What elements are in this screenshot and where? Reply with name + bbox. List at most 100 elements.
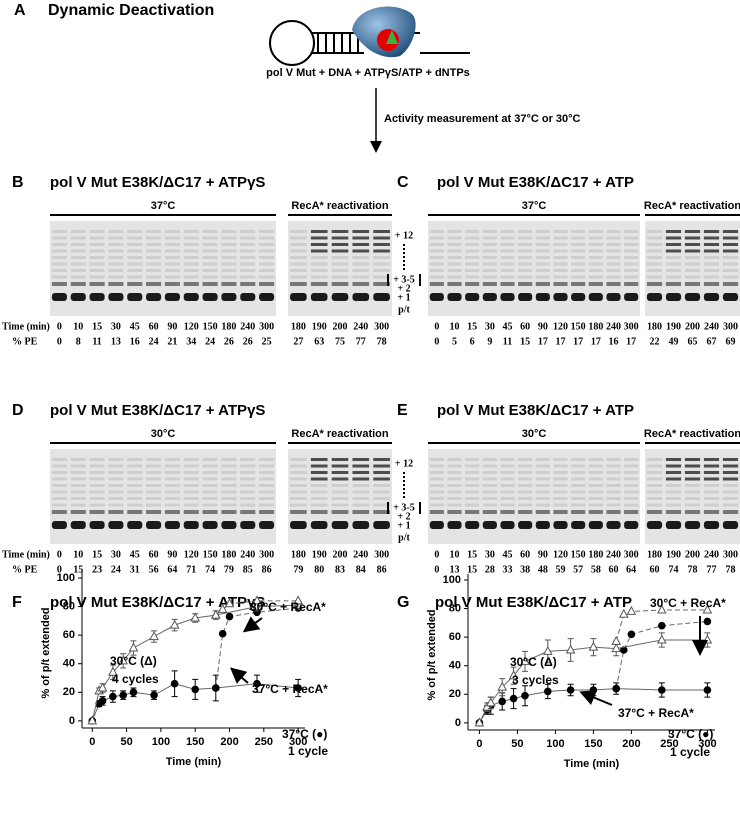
time-value: 60 <box>520 321 530 332</box>
gel-band <box>482 230 497 233</box>
gel-band <box>183 521 199 529</box>
annotation: 30°C (Δ) <box>110 654 157 668</box>
data-point <box>170 679 179 688</box>
gel-band <box>447 471 462 474</box>
gel-band <box>553 269 568 272</box>
gel-band <box>221 521 237 529</box>
gel-band <box>310 510 328 514</box>
time-value: 30 <box>485 549 495 560</box>
time-value: 90 <box>538 321 548 332</box>
gel-band <box>70 484 86 487</box>
gel-band <box>290 269 307 272</box>
data-point <box>128 642 139 652</box>
gel-band <box>373 477 390 481</box>
gel-band <box>465 293 480 301</box>
pe-value: 15 <box>467 564 477 575</box>
gel-band <box>703 521 720 529</box>
data-point <box>658 686 666 694</box>
x-tick-label: 50 <box>511 738 523 750</box>
data-point <box>190 612 201 622</box>
pe-value: 71 <box>186 564 196 575</box>
band-label: + 1 <box>397 520 410 531</box>
gel-band <box>89 464 105 468</box>
panel-label: G <box>397 594 409 611</box>
data-point <box>191 685 200 694</box>
gel-band <box>465 503 480 507</box>
gel-band <box>429 521 444 529</box>
annotation: 1 cycle <box>670 745 710 759</box>
gel-band <box>624 249 639 253</box>
gel-band <box>51 230 67 233</box>
gel-band <box>290 521 307 529</box>
gel-band <box>624 293 639 301</box>
gel-band <box>183 249 199 253</box>
data-point <box>566 686 575 694</box>
gel-band <box>553 230 568 233</box>
x-tick-label: 0 <box>476 738 482 750</box>
gel-band <box>89 236 105 240</box>
gel-band <box>240 497 256 500</box>
gel-band <box>482 484 497 487</box>
gel-band <box>183 230 199 233</box>
time-value: 180 <box>221 321 236 332</box>
gel-band <box>482 497 497 500</box>
gel-band <box>89 249 105 253</box>
gel-band <box>588 275 603 279</box>
gel-band <box>108 275 124 279</box>
gel-band <box>665 521 682 529</box>
gel-band <box>588 521 603 529</box>
gel-band <box>70 293 86 301</box>
data-point <box>508 670 519 680</box>
annotation: 30°C + RecA* <box>650 596 726 610</box>
gel-band <box>684 230 701 233</box>
gel-band <box>646 471 663 474</box>
gel-band <box>535 510 550 514</box>
gel-band <box>146 282 162 286</box>
gel-band <box>606 510 621 514</box>
gel-band <box>164 230 180 233</box>
gel-band <box>183 471 199 474</box>
gel-band <box>108 293 124 301</box>
gel-band <box>290 293 307 301</box>
gel-band <box>535 282 550 286</box>
gel-band <box>183 236 199 240</box>
time-value: 0 <box>434 549 439 560</box>
gel-band <box>553 243 568 246</box>
gel-band <box>240 249 256 253</box>
time-value: 60 <box>520 549 530 560</box>
gel-band <box>310 230 328 233</box>
gel-band <box>89 521 105 529</box>
data-point <box>612 684 620 693</box>
gel-band <box>722 275 739 279</box>
gel-band <box>482 510 497 514</box>
gel-band <box>89 256 105 259</box>
gel-band <box>146 236 162 240</box>
pe-value: 27 <box>293 336 303 347</box>
gel-band <box>352 497 370 500</box>
gel-band <box>571 269 586 272</box>
gel-band <box>606 256 621 259</box>
y-tick-label: 60 <box>63 629 75 641</box>
pe-value: 74 <box>205 564 215 575</box>
time-value: 180 <box>588 549 603 560</box>
gel-band <box>588 236 603 240</box>
gel-band <box>447 282 462 286</box>
gel-band <box>518 503 533 507</box>
gel-band <box>240 243 256 246</box>
gel-band <box>429 497 444 500</box>
data-point <box>119 691 127 699</box>
band-label: + 2 <box>397 283 410 294</box>
y-tick-label: 20 <box>449 688 461 700</box>
gel-band <box>240 282 256 286</box>
x-tick-label: 300 <box>698 738 716 750</box>
gel-band <box>202 230 218 233</box>
data-point <box>97 682 108 692</box>
gel-band <box>290 471 307 474</box>
gel-band <box>108 236 124 240</box>
gel-band <box>310 471 328 474</box>
gel-band <box>571 521 586 529</box>
pe-value: 13 <box>450 564 460 575</box>
gel-band <box>127 471 143 474</box>
gel-band <box>310 477 328 481</box>
gel-band <box>373 269 390 272</box>
